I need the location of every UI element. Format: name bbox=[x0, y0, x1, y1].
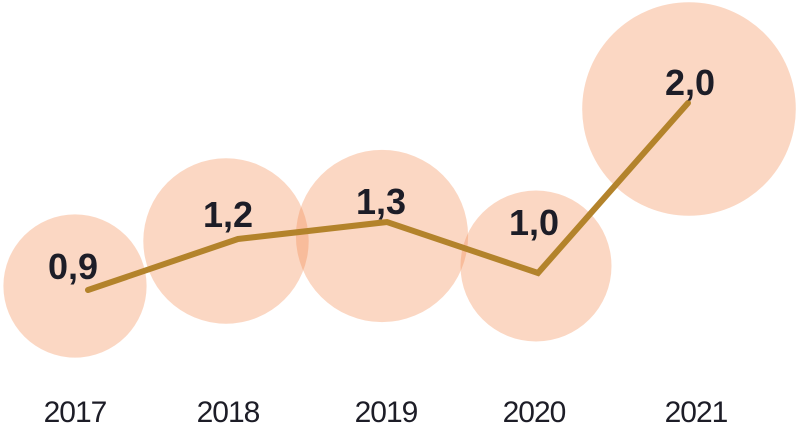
value-label-2020: 1,0 bbox=[509, 202, 559, 243]
bubble-2017 bbox=[3, 214, 147, 358]
x-axis-label-2020: 2020 bbox=[503, 396, 566, 425]
value-label-2021: 2,0 bbox=[665, 62, 715, 103]
value-label-2019: 1,3 bbox=[356, 181, 406, 222]
bubble-2019 bbox=[295, 149, 469, 323]
x-axis-label-2019: 2019 bbox=[355, 396, 418, 425]
x-axis-label-2021: 2021 bbox=[665, 396, 728, 425]
value-label-2018: 1,2 bbox=[203, 194, 253, 235]
value-label-2017: 0,9 bbox=[48, 246, 98, 287]
trend-line bbox=[85, 100, 691, 293]
x-axis-label-2017: 2017 bbox=[44, 396, 107, 425]
x-axis-label-2018: 2018 bbox=[197, 396, 260, 425]
